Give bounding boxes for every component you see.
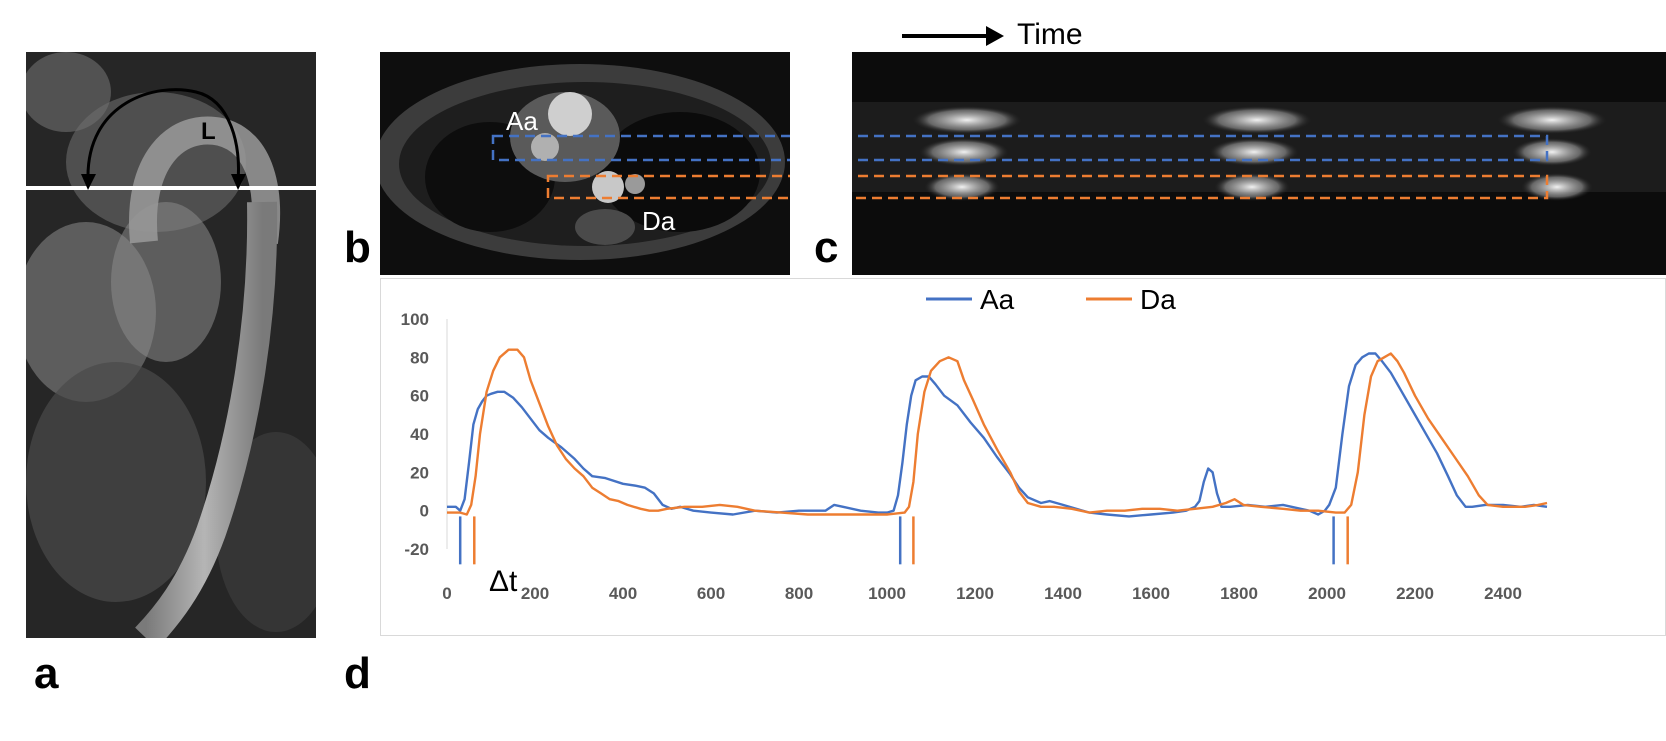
panel-c-mri-drawing (852, 52, 1666, 275)
x-tick-label: 1000 (868, 584, 906, 603)
panel-letter-d: d (344, 649, 371, 698)
x-tick-label: 2200 (1396, 584, 1434, 603)
x-tick-label: 2400 (1484, 584, 1522, 603)
x-tick-label: 1600 (1132, 584, 1170, 603)
panel-b-image: Aa Da (380, 52, 790, 275)
series-line-da (447, 348, 1548, 516)
panel-a-image: L (26, 52, 316, 638)
x-tick-label: 600 (697, 584, 725, 603)
y-tick-label: 40 (410, 425, 429, 444)
panel-a-mri-drawing (26, 52, 316, 638)
chart-frame: -20 0 20 40 60 80 100 0 200 400 600 800 1000 1200 1400… (380, 278, 1666, 636)
label-da: Da (642, 206, 676, 236)
panel-b-mri-drawing (380, 52, 790, 275)
legend-label-da: Da (1140, 284, 1176, 315)
time-label: Time (1017, 18, 1083, 51)
x-tick-label: 0 (442, 584, 451, 603)
x-tick-label: 400 (609, 584, 637, 603)
x-tick-label: 1200 (956, 584, 994, 603)
panel-letter-a: a (34, 649, 59, 698)
x-tick-label: 1800 (1220, 584, 1258, 603)
y-tick-label: 60 (410, 387, 429, 406)
panel-letter-c: c (814, 223, 839, 272)
panel-letter-b: b (344, 223, 371, 272)
label-aa: Aa (506, 106, 538, 136)
x-tick-label: 800 (785, 584, 813, 603)
y-tick-label: -20 (404, 540, 429, 559)
series-line-aa (447, 352, 1548, 518)
y-tick-label: 100 (401, 310, 429, 329)
y-tick-label: 20 (410, 463, 429, 482)
delta-t-label: Δt (489, 565, 518, 598)
y-tick-label: 80 (410, 348, 429, 367)
x-tick-label: 1400 (1044, 584, 1082, 603)
x-tick-label: 2000 (1308, 584, 1346, 603)
chart-series (447, 348, 1548, 518)
onset-markers (458, 516, 1349, 565)
y-tick-label: 0 (420, 502, 429, 521)
chart-legend: Aa Da (926, 284, 1176, 315)
arc-length-label: L (201, 118, 216, 145)
panel-c-image (852, 52, 1666, 275)
x-tick-label: 200 (521, 584, 549, 603)
time-arrow-icon (902, 26, 1004, 46)
legend-label-aa: Aa (980, 284, 1015, 315)
